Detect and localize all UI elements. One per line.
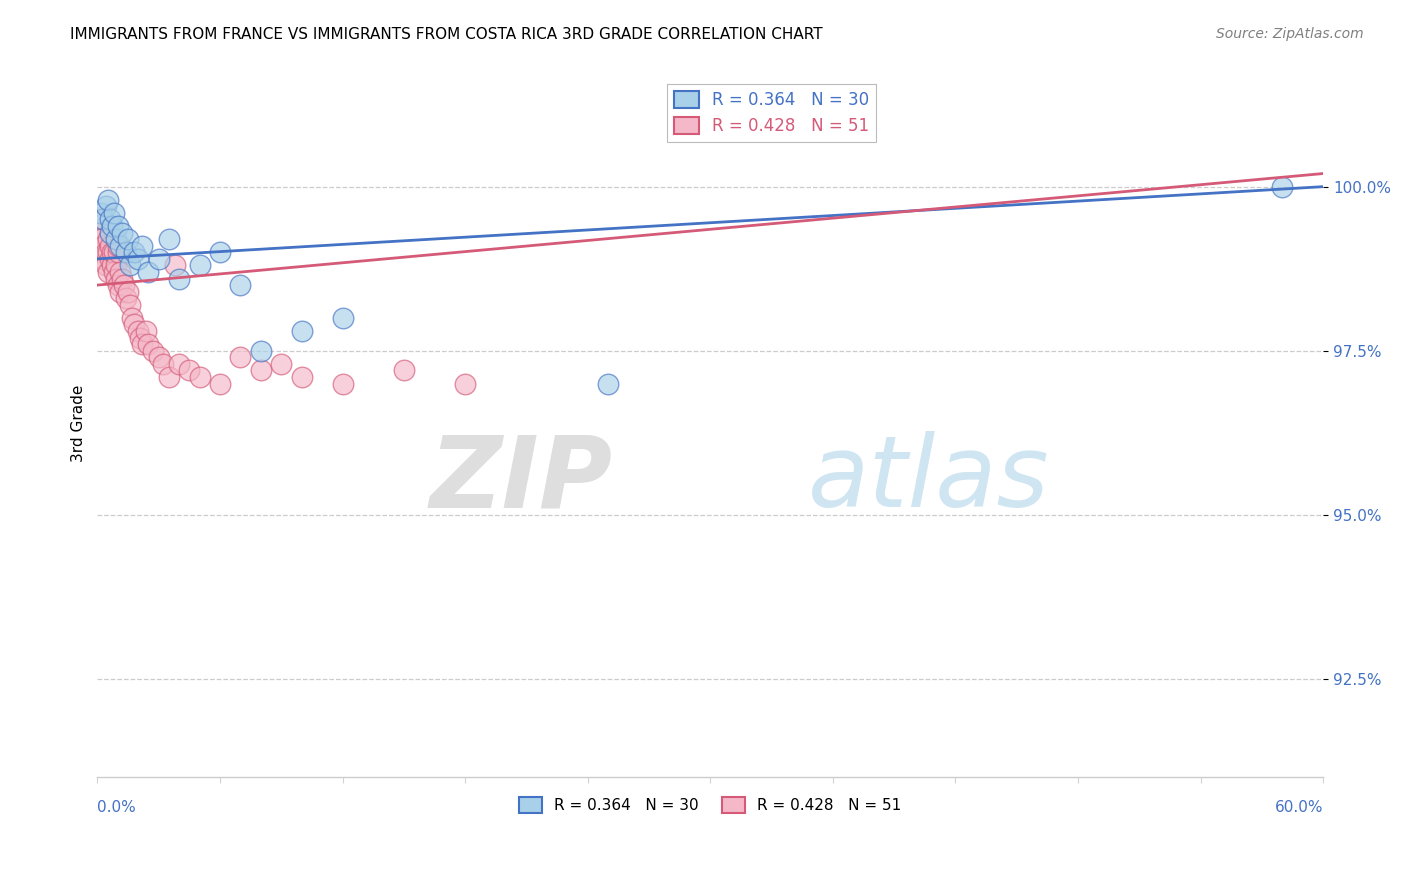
Legend: R = 0.364   N = 30, R = 0.428   N = 51: R = 0.364 N = 30, R = 0.428 N = 51	[668, 84, 876, 142]
Point	[94, 245, 117, 260]
Point	[107, 245, 129, 260]
Point	[121, 310, 143, 325]
Point	[89, 226, 111, 240]
Point	[148, 351, 170, 365]
Point	[94, 259, 117, 273]
Point	[138, 337, 160, 351]
Point	[118, 259, 141, 273]
Y-axis label: 3rd Grade: 3rd Grade	[72, 384, 86, 461]
Point	[122, 245, 145, 260]
Point	[454, 376, 477, 391]
Text: ZIP: ZIP	[429, 431, 612, 528]
Point	[108, 265, 131, 279]
Point	[94, 199, 117, 213]
Point	[97, 245, 120, 260]
Point	[122, 318, 145, 332]
Point	[93, 238, 115, 252]
Point	[229, 351, 252, 365]
Point	[163, 259, 186, 273]
Point	[138, 265, 160, 279]
Point	[131, 337, 153, 351]
Point	[98, 212, 121, 227]
Point	[97, 193, 120, 207]
Point	[188, 370, 211, 384]
Point	[291, 324, 314, 338]
Point	[117, 285, 139, 299]
Point	[97, 232, 120, 246]
Point	[112, 278, 135, 293]
Point	[152, 357, 174, 371]
Point	[98, 226, 121, 240]
Point	[93, 252, 115, 266]
Point	[127, 324, 149, 338]
Point	[208, 376, 231, 391]
Point	[118, 298, 141, 312]
Point	[115, 245, 138, 260]
Point	[291, 370, 314, 384]
Point	[208, 245, 231, 260]
Point	[179, 363, 201, 377]
Point	[115, 291, 138, 305]
Point	[148, 252, 170, 266]
Point	[270, 357, 292, 371]
Point	[332, 310, 354, 325]
Point	[104, 271, 127, 285]
Point	[103, 206, 125, 220]
Point	[97, 265, 120, 279]
Point	[111, 271, 134, 285]
Point	[188, 259, 211, 273]
Point	[98, 238, 121, 252]
Point	[1271, 179, 1294, 194]
Point	[104, 259, 127, 273]
Point	[90, 232, 112, 246]
Point	[141, 343, 163, 358]
Point	[229, 278, 252, 293]
Point	[117, 232, 139, 246]
Point	[90, 212, 112, 227]
Point	[108, 285, 131, 299]
Point	[332, 376, 354, 391]
Text: atlas: atlas	[808, 431, 1050, 528]
Point	[107, 219, 129, 233]
Point	[100, 259, 122, 273]
Point	[93, 212, 115, 227]
Point	[100, 219, 122, 233]
Point	[100, 245, 122, 260]
Point	[107, 238, 129, 252]
Point	[249, 363, 271, 377]
Point	[157, 370, 180, 384]
Text: 0.0%: 0.0%	[97, 800, 136, 815]
Point	[167, 271, 190, 285]
Point	[108, 238, 131, 252]
Point	[103, 245, 125, 260]
Point	[90, 206, 112, 220]
Point	[167, 357, 190, 371]
Point	[392, 363, 415, 377]
Point	[103, 265, 125, 279]
Point	[131, 238, 153, 252]
Text: 60.0%: 60.0%	[1275, 800, 1323, 815]
Point	[135, 324, 157, 338]
Point	[111, 226, 134, 240]
Point	[249, 343, 271, 358]
Point	[598, 376, 620, 391]
Text: Source: ZipAtlas.com: Source: ZipAtlas.com	[1216, 27, 1364, 41]
Point	[157, 232, 180, 246]
Point	[107, 278, 129, 293]
Point	[127, 252, 149, 266]
Text: IMMIGRANTS FROM FRANCE VS IMMIGRANTS FROM COSTA RICA 3RD GRADE CORRELATION CHART: IMMIGRANTS FROM FRANCE VS IMMIGRANTS FRO…	[70, 27, 823, 42]
Point	[129, 330, 152, 344]
Point	[104, 232, 127, 246]
Point	[98, 252, 121, 266]
